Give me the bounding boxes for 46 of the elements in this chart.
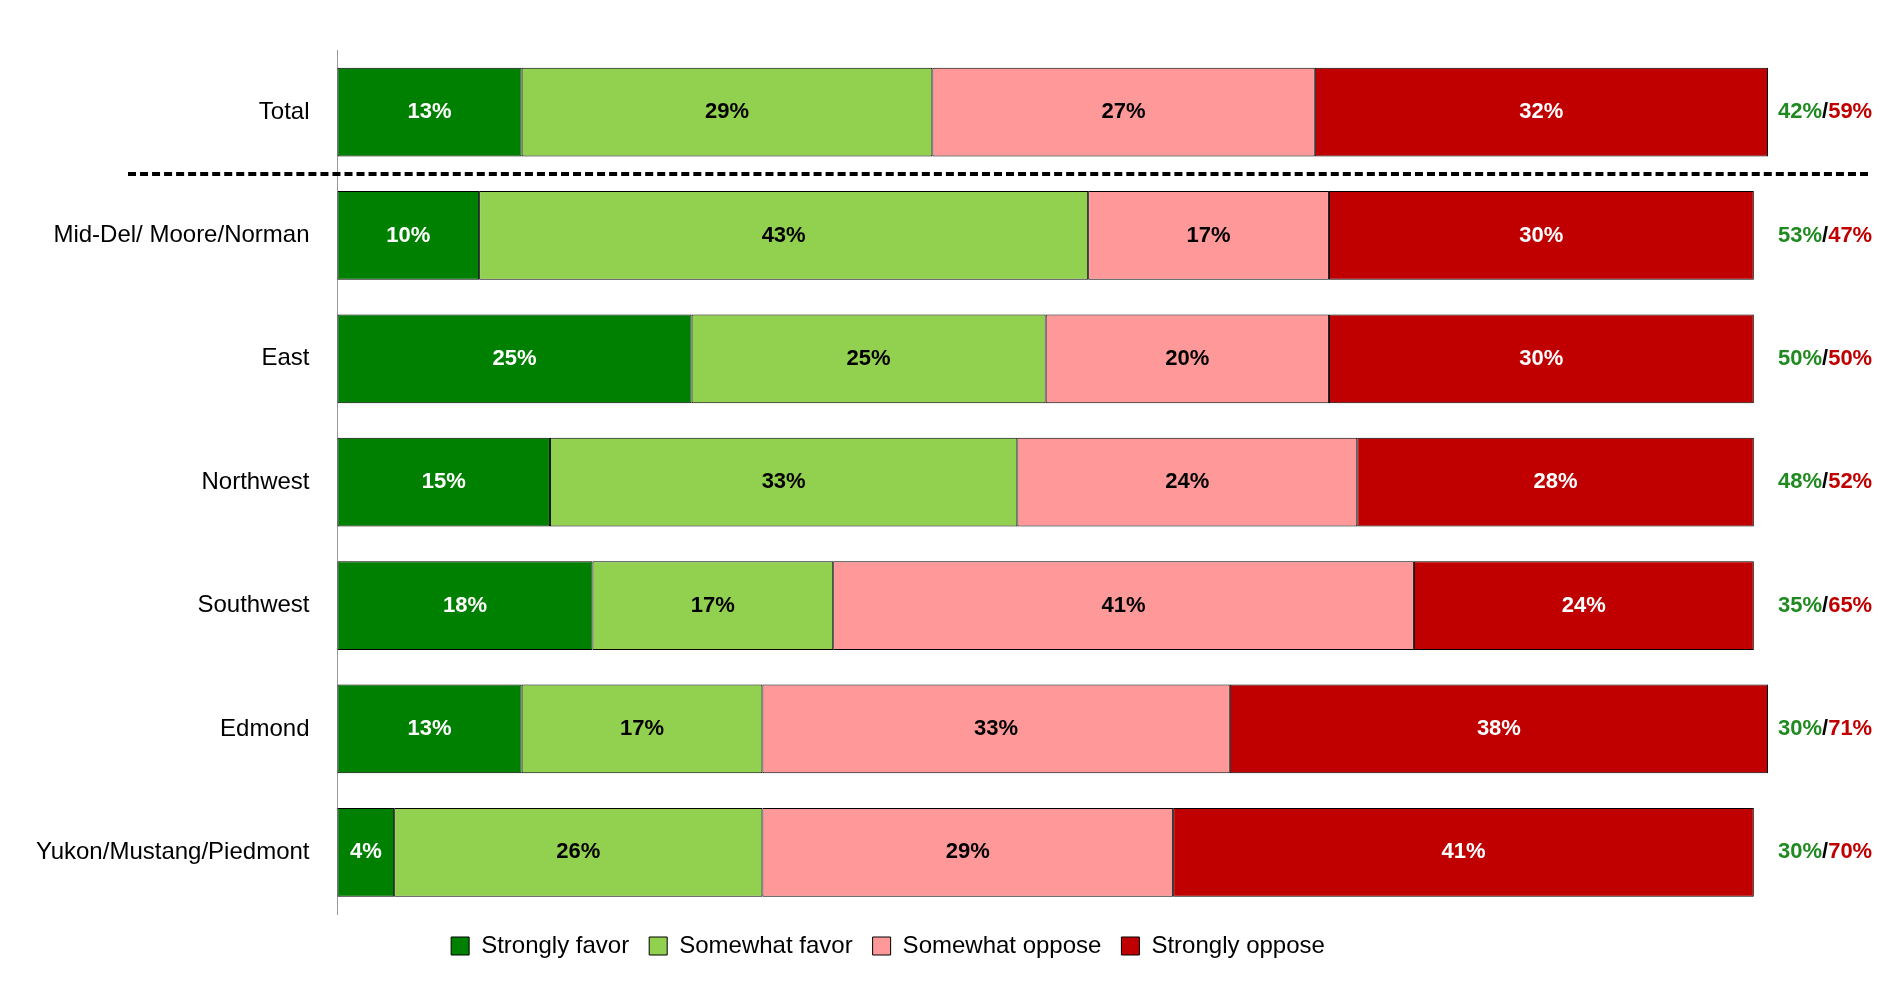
data-label: 17% — [1186, 221, 1231, 247]
data-label: 32% — [1519, 98, 1564, 124]
legend-label: Somewhat favor — [679, 930, 853, 958]
y-tick-label: Edmond — [220, 713, 310, 741]
text: 50%/50% — [1778, 344, 1873, 370]
y-tick-label: Southwest — [197, 590, 310, 618]
data-label: 33% — [974, 715, 1019, 741]
data-label: 41% — [1441, 838, 1486, 864]
data-label: 24% — [1561, 591, 1606, 617]
text: 42%/59% — [1778, 98, 1873, 124]
data-label: 20% — [1165, 344, 1210, 370]
data-label: 41% — [1101, 591, 1146, 617]
data-label: 33% — [761, 468, 806, 494]
data-label: 30% — [1519, 344, 1564, 370]
data-label: 43% — [761, 221, 806, 247]
data-label: 25% — [846, 344, 891, 370]
data-label: 24% — [1165, 468, 1210, 494]
y-tick-label: Total — [258, 96, 310, 124]
data-label: 27% — [1101, 98, 1146, 124]
y-tick-label: East — [261, 343, 310, 371]
data-label: 30% — [1519, 221, 1564, 247]
data-label: 29% — [704, 98, 750, 124]
data-label: 29% — [945, 838, 990, 864]
legend-label: Strongly favor — [481, 930, 630, 958]
data-label: 18% — [442, 591, 487, 617]
text: 48%/52% — [1778, 468, 1873, 494]
text: 53%/47% — [1778, 221, 1873, 247]
legend-label: Strongly oppose — [1151, 930, 1325, 958]
text: 30%/71% — [1778, 715, 1873, 741]
data-label: 25% — [492, 344, 537, 370]
y-tick-label: Northwest — [201, 466, 310, 494]
data-label: 28% — [1533, 468, 1578, 494]
data-label: 17% — [619, 715, 665, 741]
data-label: 13% — [407, 98, 452, 124]
data-label: 10% — [386, 221, 431, 247]
data-label: 15% — [421, 468, 466, 494]
y-tick-label: Mid-Del/ Moore/Norman — [53, 220, 310, 248]
data-label: 13% — [407, 715, 452, 741]
data-label: 17% — [690, 591, 735, 617]
text: 35%/65% — [1778, 591, 1873, 617]
data-label: 4% — [349, 838, 382, 864]
y-tick-label: Yukon/Mustang/Piedmont — [35, 836, 310, 864]
text: 30%/70% — [1778, 838, 1873, 864]
data-label: 38% — [1476, 715, 1521, 741]
legend-label: Somewhat oppose — [902, 930, 1102, 958]
data-label: 26% — [556, 838, 601, 864]
